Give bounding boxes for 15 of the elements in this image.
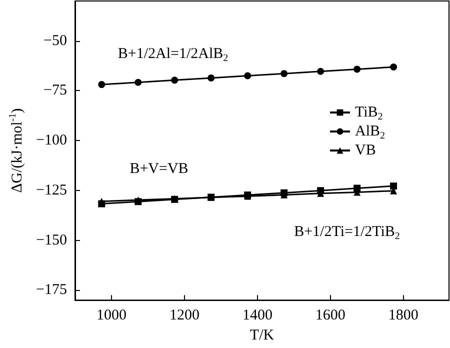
- annotation: B+V=VB: [130, 161, 188, 177]
- y-tick-label: −50: [44, 32, 67, 49]
- x-axis-title: T/K: [250, 328, 274, 344]
- x-tick-label: 1000: [96, 308, 126, 324]
- legend-label: VB: [354, 142, 376, 158]
- x-tick-label: 1600: [315, 308, 346, 324]
- x-tick-label: 1200: [169, 308, 200, 324]
- x-tick-label: 1800: [388, 308, 418, 324]
- y-tick-label: −150: [36, 232, 67, 248]
- x-tick-label: 1400: [242, 308, 272, 324]
- y-tick-label: −75: [44, 82, 67, 99]
- y-tick-label: −100: [36, 132, 67, 149]
- y-tick-label: −175: [36, 282, 67, 298]
- y-tick-label: −125: [36, 182, 67, 198]
- y-axis-title: ΔG/(kJ·mol-1): [8, 108, 26, 193]
